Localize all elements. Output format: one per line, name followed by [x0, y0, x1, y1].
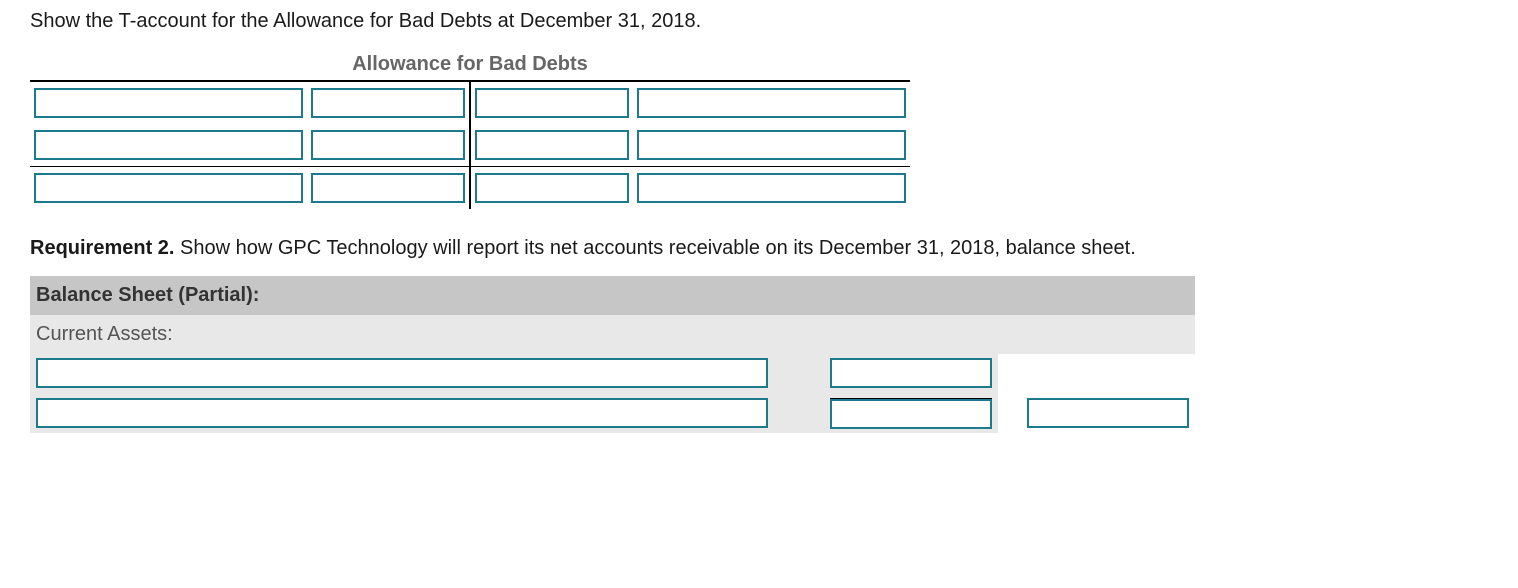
t-account-debit-amt-input[interactable] [311, 130, 465, 160]
requirement-2-body: Show how GPC Technology will report its … [174, 237, 1135, 259]
t-account-debit-amt-input[interactable] [311, 88, 465, 118]
requirement-2-text: Requirement 2. Show how GPC Technology w… [30, 237, 1488, 260]
balance-sheet-amount2-input[interactable] [1027, 398, 1189, 428]
t-account-credit-amt-input[interactable] [475, 130, 629, 160]
t-account-title: Allowance for Bad Debts [30, 53, 910, 80]
balance-sheet-desc-input[interactable] [36, 358, 768, 388]
balance-sheet-header: Balance Sheet (Partial): [30, 276, 1195, 315]
t-account-credit-amt-input[interactable] [475, 88, 629, 118]
t-account-credit-desc-input[interactable] [637, 130, 906, 160]
t-account-debit-desc-input[interactable] [34, 130, 303, 160]
t-account-credit-amt-input[interactable] [475, 173, 629, 203]
t-account-credit-desc-input[interactable] [637, 173, 906, 203]
balance-sheet-subheader: Current Assets: [30, 315, 1195, 354]
t-account-debit-desc-input[interactable] [34, 88, 303, 118]
balance-sheet-partial: Balance Sheet (Partial): Current Assets: [30, 276, 1195, 433]
t-account-grid [30, 82, 910, 209]
t-account-credit-desc-input[interactable] [637, 88, 906, 118]
t-account-debit-desc-input[interactable] [34, 173, 303, 203]
requirement-2-label: Requirement 2. [30, 237, 174, 259]
instruction-text: Show the T-account for the Allowance for… [30, 10, 1488, 33]
t-account: Allowance for Bad Debts [30, 53, 910, 209]
balance-sheet-desc-input[interactable] [36, 398, 768, 428]
t-account-debit-amt-input[interactable] [311, 173, 465, 203]
balance-sheet-amount1-input[interactable] [830, 358, 992, 388]
balance-sheet-amount1-input[interactable] [830, 399, 992, 429]
